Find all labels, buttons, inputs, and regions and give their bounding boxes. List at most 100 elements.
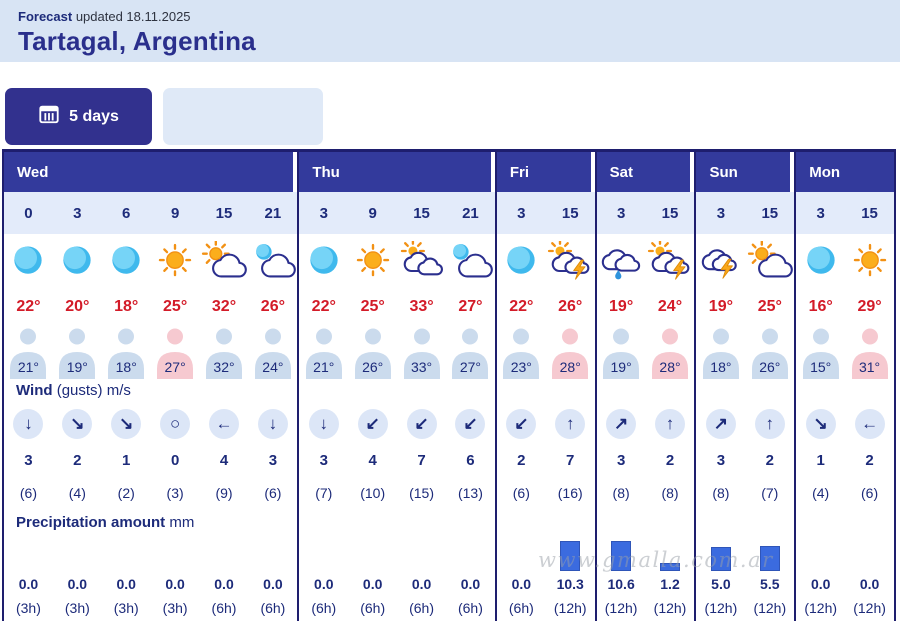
cell: 22° xyxy=(4,292,53,322)
cell: ↘ xyxy=(102,405,151,443)
felt-temperature: 18° xyxy=(105,327,147,379)
cell xyxy=(845,537,894,573)
cell: 26° xyxy=(546,292,595,322)
precip-value: 0.0 xyxy=(460,576,481,592)
cell: 4 xyxy=(200,443,249,477)
cell: (12h) xyxy=(597,595,646,621)
day-header: Wed xyxy=(4,152,294,192)
row-icons xyxy=(497,234,595,292)
wind-speed-value: 7 xyxy=(417,451,426,469)
row-pvalue: 0.0 0.0 0.0 0.0 xyxy=(299,573,495,595)
wind-speed-value: 7 xyxy=(566,451,575,469)
row-pdur: (12h) (12h) xyxy=(796,595,894,621)
cell: 18° xyxy=(102,322,151,379)
precip-value: 0.0 xyxy=(116,576,136,592)
rain-clouds-icon xyxy=(598,241,644,286)
row-felt: 18° 26° xyxy=(696,322,794,379)
cell: ↙ xyxy=(446,405,495,443)
wind-gust-value: (16) xyxy=(557,485,583,501)
cell: 2 xyxy=(845,443,894,477)
arrow-southeast-icon: ↘ xyxy=(111,409,142,439)
cell xyxy=(796,234,845,292)
cell xyxy=(446,379,495,405)
cell: 33° xyxy=(397,322,446,379)
cell: 3 xyxy=(796,192,845,234)
row-icons xyxy=(4,234,297,292)
wind-speed-value: 2 xyxy=(665,451,675,469)
wind-speed-value: 3 xyxy=(716,451,726,469)
cell: 26° xyxy=(248,292,297,322)
cell xyxy=(745,509,794,537)
row-pvalue: 0.0 0.0 0.0 0.0 0.0 0.0 xyxy=(4,573,297,595)
thunder-sun-icon xyxy=(547,238,593,286)
arrow-northeast-icon: ↗ xyxy=(705,409,736,439)
felt-temperature-value: 21° xyxy=(17,359,40,375)
arrow-down-icon: ↓ xyxy=(257,409,288,439)
clear-night-icon xyxy=(103,241,149,286)
cell xyxy=(348,234,397,292)
felt-temperature: 19° xyxy=(600,327,642,379)
temperature-value: 19° xyxy=(609,298,634,315)
day-group-fri: Fri 3 15 22° 26° 23° 28° ↙ ↑ 2 7 (6) (16) 0.0 10.3 (6h)… xyxy=(494,152,595,621)
row-temp: 22° 20° 18° 25° 32° 26° xyxy=(4,292,297,322)
cell: 29° xyxy=(845,292,894,322)
cell: 7 xyxy=(397,443,446,477)
cell: 32° xyxy=(200,292,249,322)
tab-inactive[interactable] xyxy=(163,88,323,145)
cell: 15° xyxy=(796,322,845,379)
wind-speed-value: 2 xyxy=(73,451,82,469)
clear-night-icon xyxy=(54,241,100,286)
cell: 3 xyxy=(696,443,745,477)
temperature-value: 22° xyxy=(16,298,41,315)
felt-temperature-value: 28° xyxy=(659,359,681,375)
hour-label: 3 xyxy=(73,204,82,222)
row-speed: 3 4 7 6 xyxy=(299,443,495,477)
row-gusts: (4) (6) xyxy=(796,477,894,509)
wind-speed-value: 3 xyxy=(24,451,33,469)
cell: 21° xyxy=(299,322,348,379)
cell: 19° xyxy=(53,322,102,379)
cell: 0.0 xyxy=(53,573,102,595)
hour-label: 3 xyxy=(816,204,825,222)
cell: 0.0 xyxy=(845,573,894,595)
precip-value: 0.0 xyxy=(859,576,880,592)
temperature-value: 22° xyxy=(509,298,534,315)
row-temp: 22° 26° xyxy=(497,292,595,322)
row-pvalue: 0.0 0.0 xyxy=(796,573,894,595)
precip-value: 1.2 xyxy=(660,576,680,592)
cell: 0.0 xyxy=(348,573,397,595)
wind-speed-value: 1 xyxy=(816,451,825,469)
hour-label: 15 xyxy=(215,204,233,222)
arrow-left-icon: ← xyxy=(209,409,239,439)
cell: 2 xyxy=(497,443,546,477)
cell xyxy=(53,537,102,573)
wind-gust-value: (15) xyxy=(409,485,434,501)
arrow-up-icon: ↑ xyxy=(754,409,785,439)
cell: (6h) xyxy=(446,595,495,621)
row-icons xyxy=(696,234,794,292)
felt-temperature: 28° xyxy=(549,327,591,379)
cell xyxy=(696,537,745,573)
hour-label: 3 xyxy=(616,204,626,222)
cell: 0.0 xyxy=(446,573,495,595)
precip-bar xyxy=(759,546,780,571)
cell xyxy=(248,379,297,405)
cell xyxy=(597,379,646,405)
cell xyxy=(745,537,794,573)
row-pdur: (6h) (12h) xyxy=(497,595,595,621)
tab-5-days[interactable]: 5 days xyxy=(5,88,152,145)
felt-temperature-value: 26° xyxy=(759,359,781,375)
wind-section-label: Wind (gusts) m/s xyxy=(16,382,131,399)
temperature-value: 25° xyxy=(757,298,782,315)
cell xyxy=(497,537,546,573)
wind-gust-value: (6) xyxy=(19,485,37,501)
row-pvalue: 5.0 5.5 xyxy=(696,573,794,595)
cell xyxy=(200,379,249,405)
sunny-icon xyxy=(847,241,893,286)
row-space-precip xyxy=(796,509,894,537)
cell xyxy=(845,509,894,537)
cell xyxy=(4,537,53,573)
arrow-southeast-icon: ↘ xyxy=(805,409,836,439)
hour-label: 9 xyxy=(170,204,180,222)
